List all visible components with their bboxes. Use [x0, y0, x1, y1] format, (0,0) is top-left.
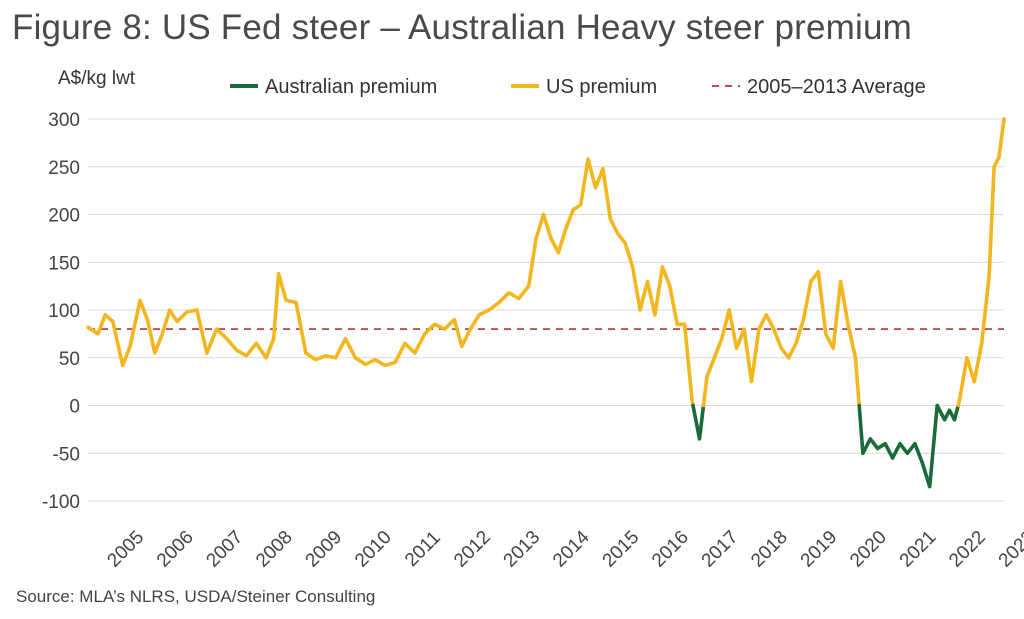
x-tick-label: 2017: [698, 527, 743, 572]
us-premium-line: [86, 157, 695, 408]
y-axis-label: A$/kg lwt: [58, 68, 136, 89]
x-tick-label: 2008: [252, 527, 297, 572]
x-axis-ticks: 2005 2006 2007 2008 2009 2010 2011 2012 2013 2014…: [103, 527, 1024, 572]
x-tick-label: 2019: [797, 527, 842, 572]
y-tick-label: 200: [48, 206, 80, 227]
y-tick-label: 50: [59, 349, 80, 370]
x-tick-label: 2023: [995, 527, 1024, 572]
x-tick-label: 2012: [450, 527, 495, 572]
legend-average: 2005–2013 Average: [712, 76, 926, 98]
australian-premium-line: [935, 403, 960, 422]
us-premium-line: [701, 270, 861, 408]
x-tick-label: 2011: [401, 527, 445, 571]
x-tick-label: 2009: [302, 527, 347, 572]
y-axis-ticks: 300 250 200 150 100 50 0 -50 -100: [42, 110, 80, 513]
legend-us-premium: US premium: [511, 76, 657, 98]
x-tick-label: 2022: [945, 527, 990, 572]
x-tick-label: 2006: [153, 527, 198, 572]
x-tick-label: 2014: [549, 527, 594, 572]
y-tick-label: -100: [42, 492, 80, 513]
x-tick-label: 2021: [896, 527, 941, 572]
x-tick-label: 2013: [500, 527, 545, 572]
y-tick-label: 100: [48, 301, 80, 322]
us-premium-line: [956, 117, 1006, 408]
chart-title: Figure 8: US Fed steer – Australian Heav…: [12, 8, 912, 47]
australian-premium-line: [857, 403, 939, 489]
australian-premium-line: [691, 403, 706, 441]
legend-label: Australian premium: [265, 76, 437, 98]
gridlines: [88, 118, 1004, 502]
y-tick-label: 300: [48, 110, 80, 131]
legend: Australian premium US premium 2005–2013 Av…: [230, 76, 926, 98]
legend-australian-premium: Australian premium: [230, 76, 437, 98]
x-tick-label: 2010: [351, 527, 396, 572]
x-tick-label: 2015: [599, 527, 644, 572]
x-tick-label: 2016: [648, 527, 693, 572]
x-tick-label: 2005: [103, 527, 148, 572]
y-tick-label: 250: [48, 158, 80, 179]
y-tick-label: 150: [48, 253, 80, 274]
x-tick-label: 2018: [747, 527, 792, 572]
legend-label: US premium: [546, 76, 657, 98]
y-tick-label: 0: [69, 397, 80, 418]
x-tick-label: 2020: [846, 527, 891, 572]
source-note: Source: MLA’s NLRS, USDA/Steiner Consult…: [16, 587, 376, 606]
x-tick-label: 2007: [202, 527, 247, 572]
y-tick-label: -50: [53, 444, 80, 465]
series-lines: [86, 117, 1006, 489]
legend-label: 2005–2013 Average: [747, 76, 926, 98]
